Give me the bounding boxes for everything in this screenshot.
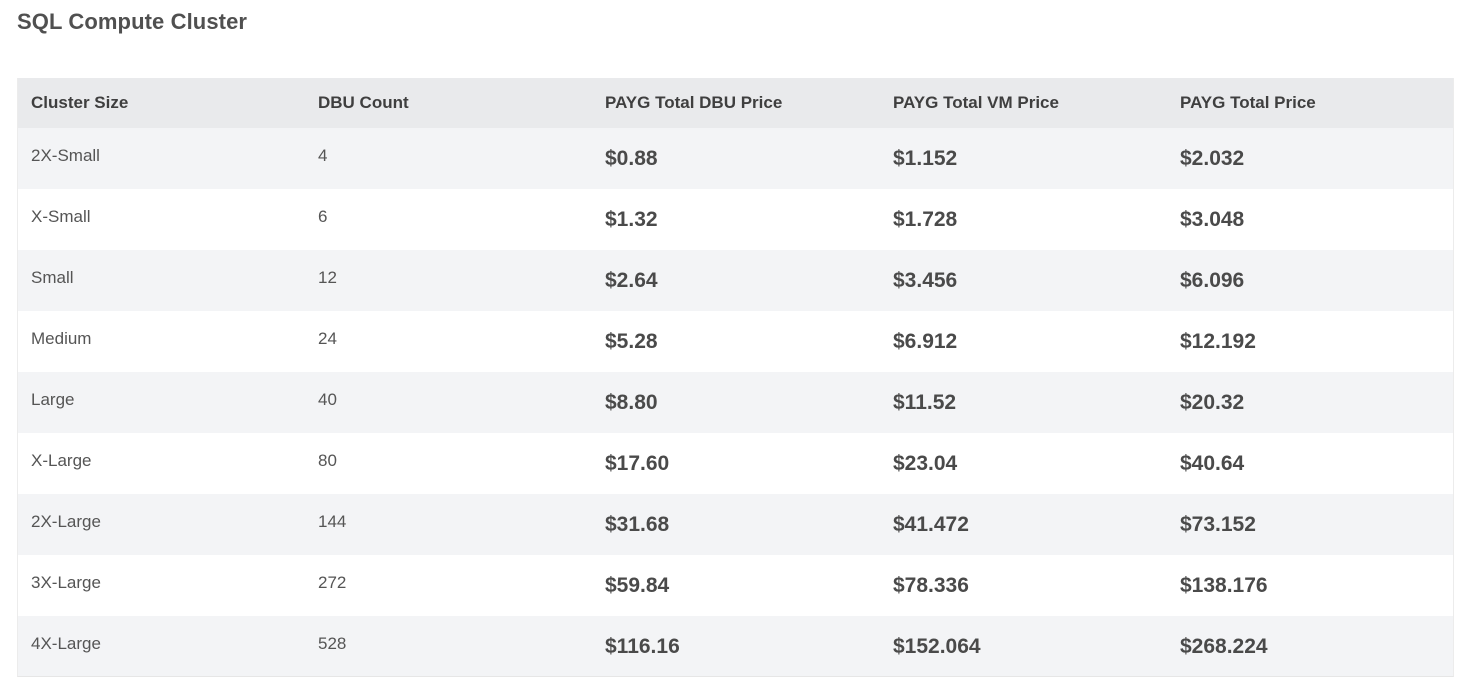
page-title: SQL Compute Cluster	[17, 9, 248, 34]
total-price-cell: $2.032	[1180, 147, 1245, 170]
header-dbu-count: DBU Count	[318, 93, 409, 112]
table-row: X-Large 80 $17.60 $23.04 $40.64	[17, 433, 1454, 494]
dbu-count-cell: 4	[318, 146, 328, 165]
vm-price-cell: $152.064	[893, 635, 981, 658]
cluster-size-cell: Large	[31, 390, 75, 409]
vm-price-cell: $41.472	[893, 513, 969, 536]
header-payg-total-dbu-price: PAYG Total DBU Price	[605, 93, 783, 112]
vm-price-cell: $78.336	[893, 574, 969, 597]
table-row: 3X-Large 272 $59.84 $78.336 $138.176	[17, 555, 1454, 616]
total-price-cell: $20.32	[1180, 391, 1245, 414]
dbu-count-cell: 24	[318, 329, 337, 348]
cluster-size-cell: 4X-Large	[31, 634, 101, 653]
table-row: 2X-Small 4 $0.88 $1.152 $2.032	[17, 128, 1454, 189]
dbu-price-cell: $59.84	[605, 574, 670, 597]
vm-price-cell: $6.912	[893, 330, 958, 353]
table-row: 4X-Large 528 $116.16 $152.064 $268.224	[17, 616, 1454, 677]
total-price-cell: $73.152	[1180, 513, 1256, 536]
vm-price-cell: $11.52	[893, 391, 957, 414]
header-payg-total-vm-price: PAYG Total VM Price	[893, 93, 1059, 112]
header-cluster-size: Cluster Size	[31, 93, 129, 112]
total-price-cell: $12.192	[1180, 330, 1256, 353]
pricing-table: Cluster Size DBU Count PAYG Total DBU Pr…	[17, 78, 1454, 677]
header-payg-total-price: PAYG Total Price	[1180, 93, 1316, 112]
dbu-price-cell: $5.28	[605, 330, 658, 353]
dbu-count-cell: 12	[318, 268, 337, 287]
vm-price-cell: $3.456	[893, 269, 958, 292]
cluster-size-cell: 2X-Large	[31, 512, 101, 531]
dbu-count-cell: 80	[318, 451, 337, 470]
cluster-size-cell: 2X-Small	[31, 146, 100, 165]
total-price-cell: $40.64	[1180, 452, 1245, 475]
dbu-price-cell: $1.32	[605, 208, 658, 231]
cluster-size-cell: 3X-Large	[31, 573, 101, 592]
cluster-size-cell: X-Small	[31, 207, 91, 226]
dbu-count-cell: 144	[318, 512, 347, 531]
dbu-count-cell: 6	[318, 207, 328, 226]
table-row: Large 40 $8.80 $11.52 $20.32	[17, 372, 1454, 433]
table-row: Medium 24 $5.28 $6.912 $12.192	[17, 311, 1454, 372]
dbu-price-cell: $2.64	[605, 269, 658, 292]
dbu-price-cell: $0.88	[605, 147, 658, 170]
dbu-count-cell: 40	[318, 390, 337, 409]
table-row: Small 12 $2.64 $3.456 $6.096	[17, 250, 1454, 311]
table-row: X-Small 6 $1.32 $1.728 $3.048	[17, 189, 1454, 250]
dbu-price-cell: $17.60	[605, 452, 670, 475]
total-price-cell: $6.096	[1180, 269, 1245, 292]
dbu-price-cell: $116.16	[605, 635, 680, 658]
dbu-price-cell: $31.68	[605, 513, 670, 536]
dbu-count-cell: 528	[318, 634, 347, 653]
total-price-cell: $268.224	[1180, 635, 1268, 658]
table-header-row: Cluster Size DBU Count PAYG Total DBU Pr…	[17, 78, 1454, 128]
cluster-size-cell: Medium	[31, 329, 92, 348]
total-price-cell: $3.048	[1180, 208, 1245, 231]
vm-price-cell: $1.152	[893, 147, 958, 170]
dbu-price-cell: $8.80	[605, 391, 658, 414]
vm-price-cell: $23.04	[893, 452, 958, 475]
total-price-cell: $138.176	[1180, 574, 1268, 597]
table-row: 2X-Large 144 $31.68 $41.472 $73.152	[17, 494, 1454, 555]
dbu-count-cell: 272	[318, 573, 347, 592]
cluster-size-cell: X-Large	[31, 451, 92, 470]
vm-price-cell: $1.728	[893, 208, 958, 231]
cluster-size-cell: Small	[31, 268, 74, 287]
